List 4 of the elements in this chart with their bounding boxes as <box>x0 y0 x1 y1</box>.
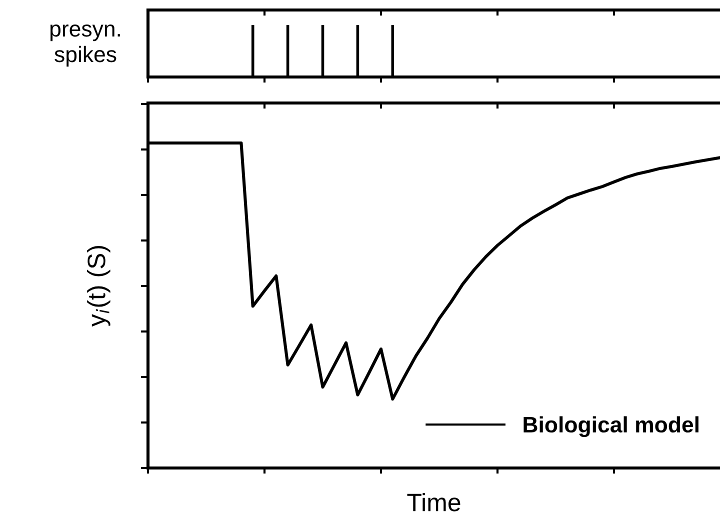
legend-label: Biological model <box>524 416 698 438</box>
x-axis-title: Time <box>407 493 460 512</box>
y-axis-title: y$_{i}$(t) (S) <box>87 246 110 327</box>
y-axis-title: presyn. spikes <box>50 24 120 67</box>
